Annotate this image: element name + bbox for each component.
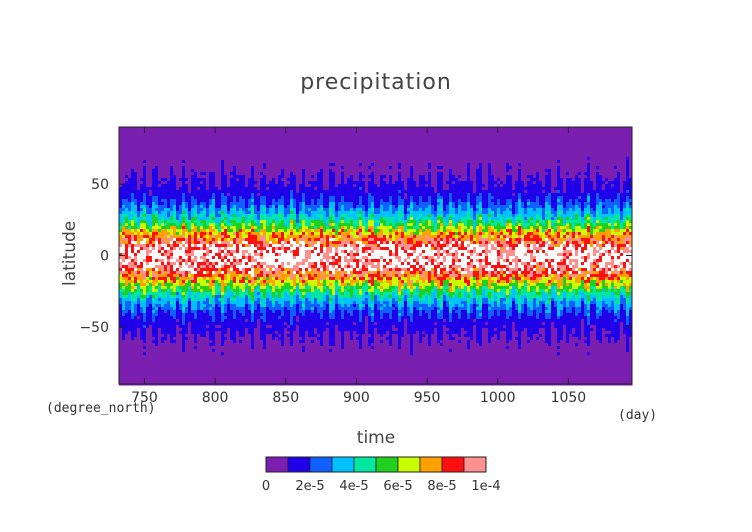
colorbar-label-4: 8e-5: [427, 479, 456, 494]
colorbar-label-3: 6e-5: [383, 479, 412, 494]
x-tick-label-0: 750: [131, 390, 158, 406]
y-tick-label-2: 50: [91, 177, 109, 193]
colorbar-swatch-0: [265, 456, 289, 473]
heatmap-field: [119, 127, 633, 386]
x-tick-label-2: 850: [272, 390, 299, 406]
colorbar-swatch-6: [397, 456, 421, 473]
colorbar-swatch-4: [353, 456, 377, 473]
colorbar-swatch-1: [287, 456, 311, 473]
x-tick-label-5: 1000: [480, 390, 516, 406]
y-units-label: (degree_north): [46, 401, 156, 416]
colorbar-frame: [265, 456, 487, 473]
colorbar-label-2: 4e-5: [339, 479, 368, 494]
x-tick-label-4: 950: [414, 390, 441, 406]
y-axis-label: latitude: [60, 220, 80, 286]
x-tick-label-3: 900: [343, 390, 370, 406]
colorbar-swatch-9: [463, 456, 487, 473]
x-tick-label-1: 800: [202, 390, 229, 406]
colorbar-swatch-7: [419, 456, 443, 473]
colorbar-swatch-8: [441, 456, 465, 473]
y-tick-label-1: 0: [100, 249, 109, 265]
colorbar-label-0: 0: [262, 479, 270, 494]
colorbar-swatch-3: [331, 456, 355, 473]
colorbar-label-1: 2e-5: [295, 479, 324, 494]
chart-title: precipitation: [300, 70, 452, 95]
x-axis-label: time: [356, 428, 396, 448]
colorbar-swatch-5: [375, 456, 399, 473]
colorbar-label-5: 1e-4: [471, 479, 500, 494]
y-tick-label-0: −50: [79, 320, 109, 336]
x-tick-label-6: 1050: [551, 390, 587, 406]
colorbar-swatch-2: [309, 456, 333, 473]
x-units-label: (day): [618, 408, 658, 423]
